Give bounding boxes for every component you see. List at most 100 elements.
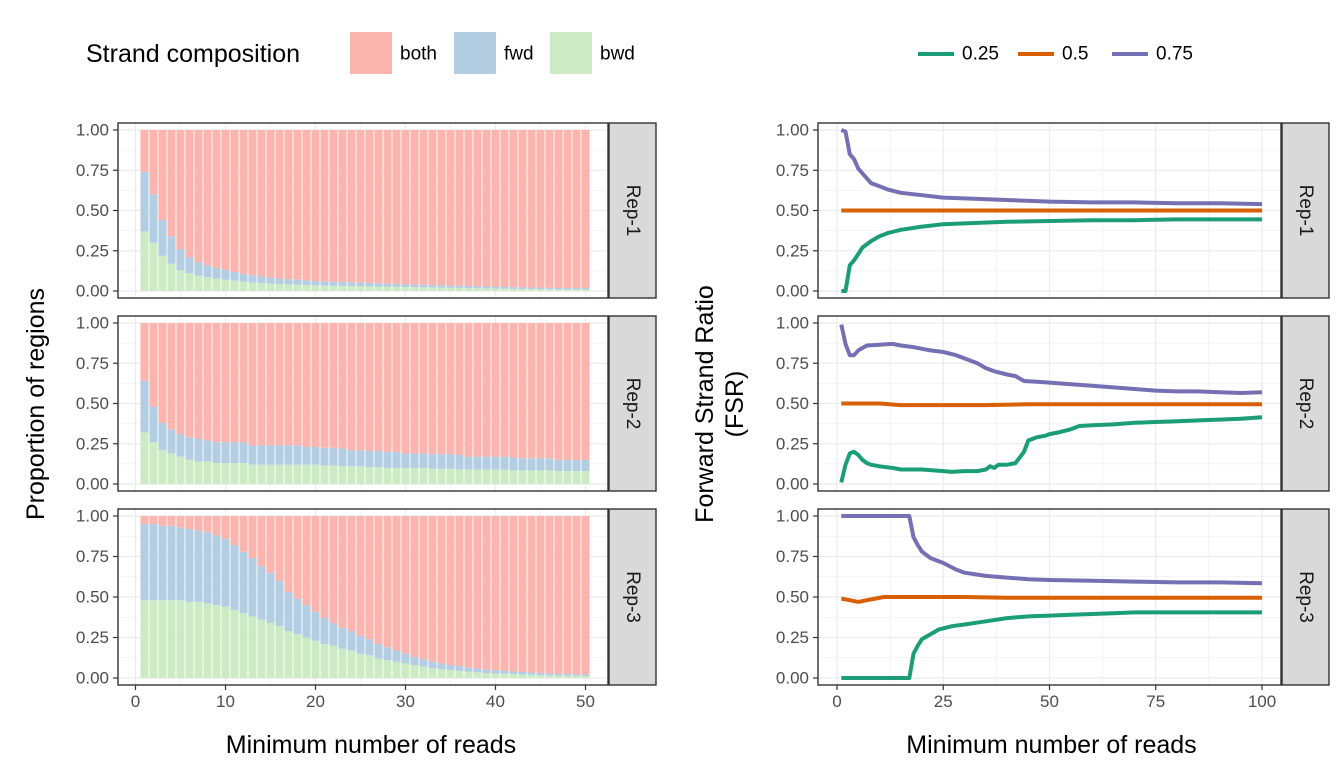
- bar-bwd: [473, 469, 482, 484]
- bar-fwd: [302, 446, 311, 465]
- bar-bwd: [401, 286, 410, 291]
- bar-both: [482, 516, 491, 670]
- bar-both: [230, 323, 239, 443]
- bar-both: [140, 323, 149, 381]
- bar-bwd: [581, 676, 590, 678]
- bar-fwd: [158, 525, 167, 601]
- bar-bwd: [500, 469, 509, 484]
- bar-bwd: [401, 663, 410, 678]
- y-tick-label: 0.75: [76, 354, 109, 373]
- bar-fwd: [482, 669, 491, 674]
- y-tick-label: 0.25: [776, 434, 809, 453]
- bar-both: [437, 323, 446, 455]
- bar-both: [518, 130, 527, 288]
- bar-both: [563, 516, 572, 674]
- bar-bwd: [158, 255, 167, 291]
- bar-bwd: [491, 673, 500, 678]
- bar-fwd: [554, 459, 563, 472]
- facet-strip: [1281, 122, 1330, 299]
- bar-bwd: [518, 470, 527, 484]
- bar-both: [176, 323, 185, 435]
- bar-fwd: [149, 406, 158, 443]
- bar-bwd: [563, 471, 572, 484]
- bar-fwd: [266, 277, 275, 284]
- bar-bwd: [419, 666, 428, 678]
- bar-both: [527, 130, 536, 288]
- bar-bwd: [185, 601, 194, 678]
- bar-fwd: [275, 445, 284, 465]
- right-panel-1: 0.00 0.25 0.50 0.75 1.00 Rep-1: [776, 121, 1330, 301]
- bar-both: [572, 516, 581, 675]
- bar-bwd: [482, 673, 491, 678]
- bar-bwd: [167, 453, 176, 484]
- bar-both: [158, 516, 167, 526]
- x-tick-label: 0: [131, 692, 140, 711]
- bar-fwd: [545, 458, 554, 471]
- bar-both: [392, 130, 401, 284]
- bar-both: [473, 323, 482, 457]
- bar-fwd: [455, 285, 464, 288]
- bar-bwd: [347, 286, 356, 291]
- bar-both: [410, 516, 419, 657]
- bar-bwd: [221, 606, 230, 678]
- y-tick-label: 0.00: [776, 282, 809, 301]
- bar-fwd: [347, 631, 356, 651]
- bar-bwd: [248, 616, 257, 678]
- bar-bwd: [545, 675, 554, 678]
- bar-fwd: [347, 450, 356, 467]
- bar-fwd: [194, 262, 203, 276]
- bar-both: [221, 516, 230, 539]
- left-legend: Strand composition both fwd bwd: [86, 32, 635, 74]
- bar-both: [239, 130, 248, 274]
- bar-both: [320, 323, 329, 448]
- bar-fwd: [221, 538, 230, 607]
- bar-bwd: [473, 288, 482, 291]
- bar-bwd: [356, 466, 365, 484]
- bar-fwd: [392, 451, 401, 468]
- bar-bwd: [293, 634, 302, 678]
- legend-title: Strand composition: [86, 40, 300, 68]
- bar-bwd: [374, 658, 383, 678]
- bar-fwd: [239, 551, 248, 614]
- bar-bwd: [455, 287, 464, 291]
- bars-group: [140, 130, 590, 291]
- bar-bwd: [410, 665, 419, 678]
- left-panel-3: 0.00 0.25 0.50 0.75 1.00 Rep-3: [76, 507, 657, 688]
- bar-fwd: [374, 643, 383, 659]
- y-tick-label: 0.75: [776, 161, 809, 180]
- bar-fwd: [176, 527, 185, 601]
- series-line-q50: [841, 401, 1262, 408]
- bar-bwd: [194, 601, 203, 678]
- facet-label: Rep-2: [622, 378, 643, 430]
- panel-border: [817, 315, 1282, 492]
- bar-both: [374, 516, 383, 644]
- bar-both: [428, 130, 437, 286]
- bar-both: [554, 516, 563, 674]
- bar-both: [230, 130, 239, 273]
- bar-fwd: [419, 284, 428, 288]
- y-tick-label: 0.50: [776, 588, 809, 607]
- bar-fwd: [140, 171, 149, 232]
- bar-bwd: [311, 640, 320, 678]
- bar-both: [572, 323, 581, 460]
- bar-both: [356, 130, 365, 283]
- bar-fwd: [275, 580, 284, 627]
- bar-bwd: [473, 672, 482, 678]
- bar-both: [536, 323, 545, 459]
- bar-bwd: [239, 281, 248, 291]
- bar-fwd: [320, 618, 329, 644]
- bar-fwd: [446, 285, 455, 288]
- bar-both: [518, 323, 527, 459]
- bar-both: [239, 516, 248, 552]
- legend-label-fwd: fwd: [504, 44, 534, 65]
- bar-fwd: [212, 535, 221, 606]
- bar-both: [518, 516, 527, 673]
- x-tick-label: 40: [486, 692, 505, 711]
- bar-both: [176, 516, 185, 528]
- bar-both: [338, 516, 347, 628]
- bar-bwd: [221, 279, 230, 291]
- bar-bwd: [203, 603, 212, 678]
- bar-fwd: [221, 270, 230, 280]
- bar-fwd: [158, 220, 167, 256]
